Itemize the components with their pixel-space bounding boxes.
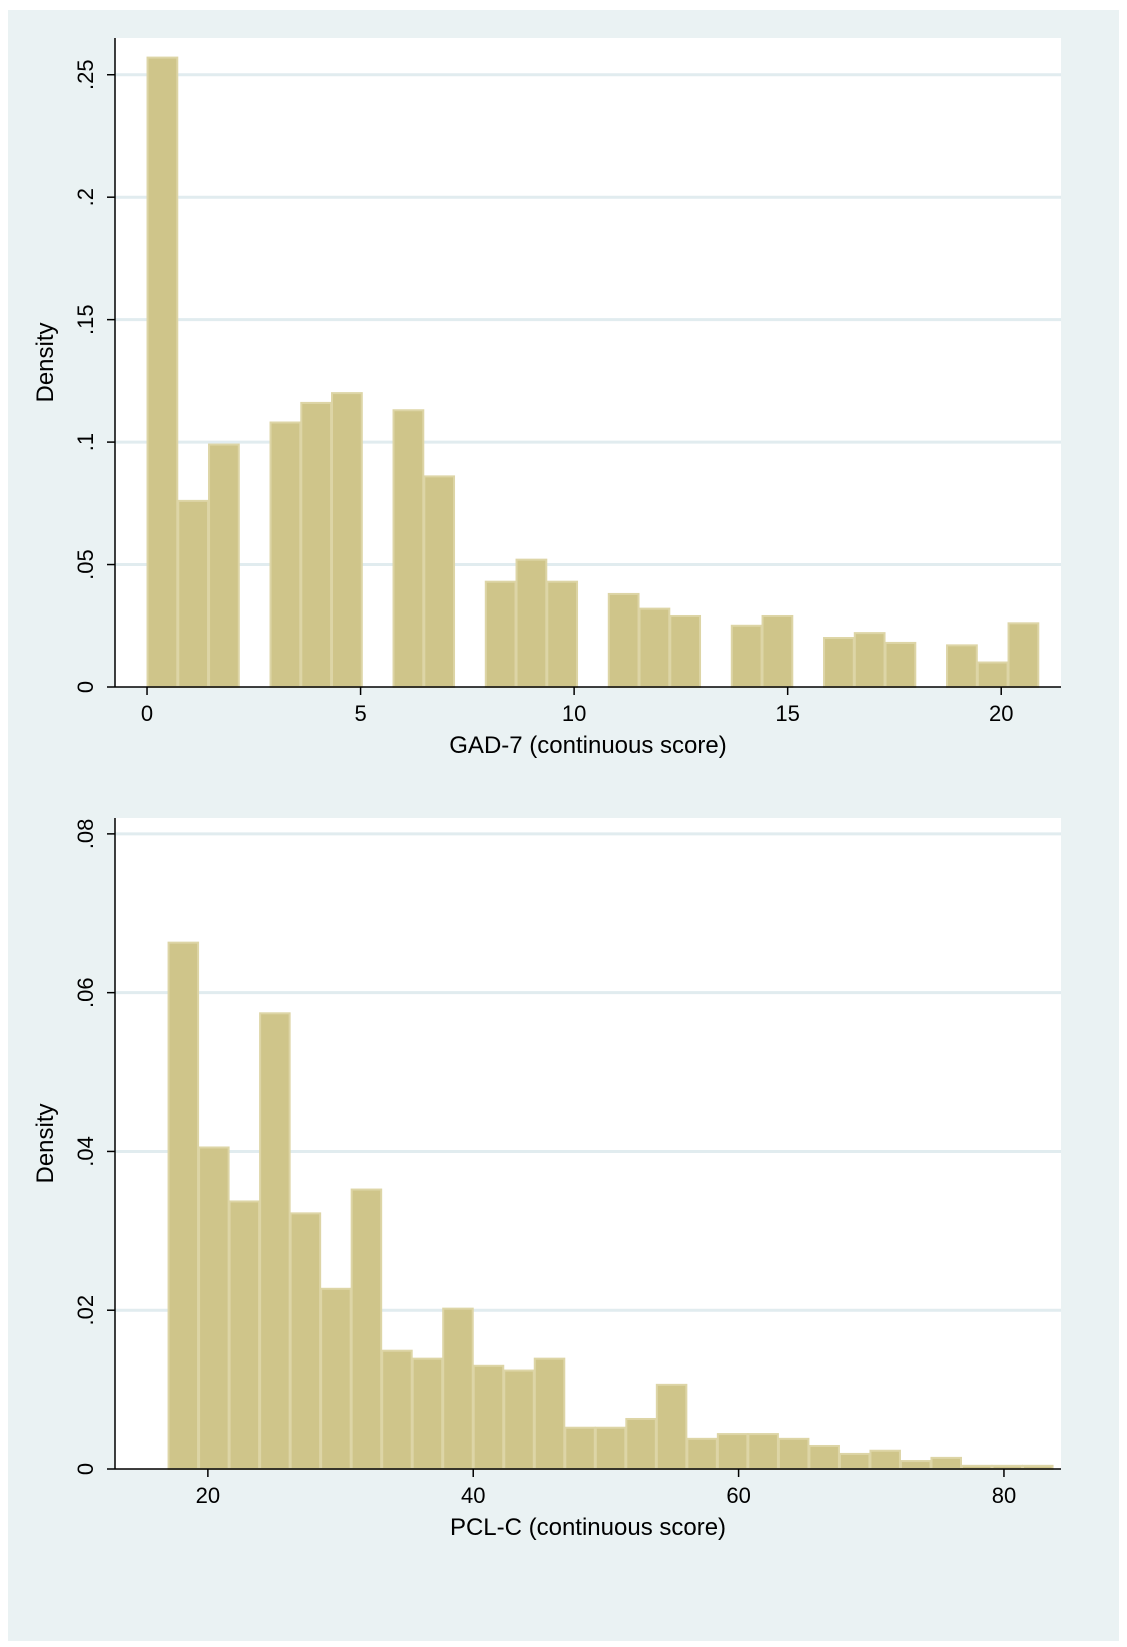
histogram-bar [484, 580, 517, 688]
histogram-bar [198, 1146, 230, 1470]
x-tick-label: 15 [775, 701, 799, 726]
histogram-bar [946, 644, 978, 688]
histogram-bar [320, 1287, 352, 1471]
histogram-bar [503, 1369, 535, 1471]
y-tick-label: .04 [73, 1136, 98, 1167]
x-axis-title: GAD-7 (continuous score) [449, 732, 726, 759]
histogram-bar [423, 475, 456, 688]
histogram-bar [930, 1456, 962, 1471]
y-tick-label: .02 [73, 1295, 98, 1326]
histogram-bar [177, 499, 210, 688]
histogram-bar [838, 1452, 871, 1471]
histogram-bar [607, 592, 640, 688]
histogram-bar [442, 1307, 474, 1470]
histogram-bar [515, 558, 548, 688]
histogram-bar [899, 1460, 932, 1471]
histogram-bar [869, 1449, 901, 1470]
histogram-bar [808, 1444, 840, 1470]
histogram-bar [716, 1433, 749, 1470]
figure: 0 .05 .1 .15 .2 .25 0 5 10 15 20 GAD-7 (continuous … [8, 10, 1119, 1641]
histogram-bar [381, 1349, 413, 1470]
x-tick-label: 20 [989, 701, 1013, 726]
histogram-bar [331, 392, 363, 688]
histogram-bar [533, 1357, 566, 1471]
histogram-bar [884, 641, 917, 689]
histogram-bar [546, 580, 579, 688]
histogram-bar [146, 56, 179, 688]
histogram-bar [976, 661, 1009, 689]
y-tick-label: .08 [73, 819, 98, 850]
histogram-bar [655, 1383, 688, 1470]
x-tick-label: 10 [562, 701, 586, 726]
histogram-bar [269, 421, 302, 688]
histogram-bar [564, 1426, 596, 1470]
y-tick-label: 0 [73, 1463, 98, 1475]
histogram-bar [1007, 622, 1040, 688]
histogram-bar [853, 632, 886, 688]
histogram-bar [823, 637, 855, 688]
histogram-bar [686, 1437, 718, 1470]
y-tick-label: .05 [73, 549, 98, 580]
histogram-bar [259, 1012, 291, 1470]
histogram-bar [300, 401, 333, 688]
y-tick-label: .1 [73, 433, 98, 451]
y-tick-label: .2 [73, 188, 98, 206]
histogram-bar [594, 1426, 627, 1470]
histogram-bar [289, 1212, 322, 1470]
panel-2: 0 .02 .04 .06 .08 20 40 60 80 PCL-C (continuous s… [32, 818, 1061, 1541]
histogram-bar [730, 624, 763, 688]
x-tick-label: 40 [461, 1483, 485, 1508]
x-tick-label: 80 [992, 1483, 1016, 1508]
x-tick-label: 20 [196, 1483, 220, 1508]
x-tick-label: 0 [141, 701, 153, 726]
plot-area [115, 38, 1061, 687]
histogram-bar [747, 1433, 779, 1470]
y-tick-label: 0 [73, 681, 98, 693]
y-tick-label: .15 [73, 304, 98, 335]
histogram-bar [167, 941, 200, 1470]
x-axis-title: PCL-C (continuous score) [450, 1514, 726, 1541]
y-tick-label: .25 [73, 59, 98, 90]
histogram-bar [228, 1200, 261, 1470]
y-axis-title: Density [32, 322, 59, 402]
histogram-bar [392, 409, 425, 688]
histogram-bar [411, 1357, 444, 1471]
x-tick-label: 5 [354, 701, 366, 726]
histogram-bar [350, 1188, 383, 1471]
histogram-bar [208, 443, 240, 688]
histogram-figure: 0 .05 .1 .15 .2 .25 0 5 10 15 20 GAD-7 (continuous … [32, 38, 1061, 1541]
histogram-bar [669, 614, 702, 688]
histogram-bar [777, 1437, 810, 1470]
histogram-bar [761, 614, 794, 688]
x-tick-label: 60 [726, 1483, 750, 1508]
panel-1: 0 .05 .1 .15 .2 .25 0 5 10 15 20 GAD-7 (continuous … [32, 38, 1061, 759]
y-axis-title: Density [32, 1103, 59, 1183]
histogram-bar [472, 1364, 505, 1471]
histogram-bar [638, 607, 671, 688]
histogram-bar [625, 1417, 657, 1470]
y-tick-label: .06 [73, 977, 98, 1008]
